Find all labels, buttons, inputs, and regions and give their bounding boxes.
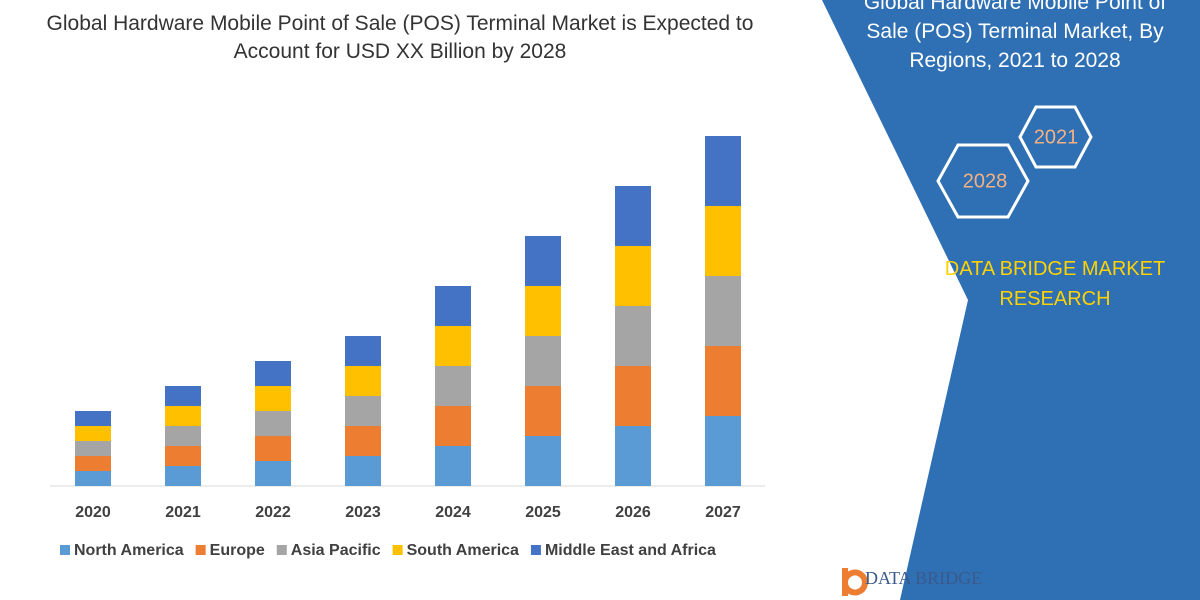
bar-segment: [615, 366, 651, 426]
brand: DATA BRIDGE MARKET RESEARCH: [944, 258, 1166, 310]
bar-segment: [525, 386, 561, 436]
bar-segment: [165, 386, 201, 406]
legend-label: Europe: [210, 542, 265, 559]
bar-segment: [75, 411, 111, 426]
bar-segment: [75, 441, 111, 456]
x-tick-label: 2025: [525, 504, 561, 521]
x-tick-label: 2023: [345, 504, 381, 521]
legend-swatch: [276, 545, 287, 555]
hexagon-label: 2028: [963, 170, 1008, 192]
chart-title: Global Hardware Mobile Point of Sale (PO…: [46, 12, 754, 63]
bar-segment: [705, 276, 741, 346]
bar-segment: [345, 396, 381, 426]
bar-segment: [705, 416, 741, 486]
legend-label: North America: [74, 542, 184, 559]
bar-segment: [705, 346, 741, 416]
bar-segment: [165, 446, 201, 466]
bar-segment: [75, 471, 111, 486]
bar-segment: [165, 466, 201, 486]
x-tick-label: 2020: [75, 504, 111, 521]
bar-segment: [525, 336, 561, 386]
hexagon: [936, 143, 1030, 219]
bar-segment: [345, 456, 381, 486]
bar-segment: [75, 456, 111, 471]
bar-segment: [435, 446, 471, 486]
bar-segment: [435, 406, 471, 446]
hexagon-label: 2021: [1034, 126, 1079, 148]
bar-segment: [705, 136, 741, 206]
bar-segment: [615, 246, 651, 306]
hexagon: [1018, 105, 1093, 169]
side-panel-bg: [822, 0, 1200, 600]
bar-segment: [345, 366, 381, 396]
bar-segment: [345, 336, 381, 366]
bar-segment: [255, 386, 291, 411]
logo-text: DATA BRIDGE: [865, 568, 982, 588]
legend-label: Middle East and Africa: [545, 542, 716, 559]
bar-segment: [75, 426, 111, 441]
legend-swatch: [530, 545, 541, 555]
bar-segment: [255, 361, 291, 386]
bar-segment: [345, 426, 381, 456]
logo-icon: [842, 568, 868, 596]
x-tick-label: 2021: [165, 504, 201, 521]
bar-segment: [615, 186, 651, 246]
bar-segment: [255, 411, 291, 436]
bar-segment: [615, 306, 651, 366]
x-tick-label: 2026: [615, 504, 651, 521]
x-tick-label: 2024: [435, 504, 471, 521]
legend-label: South America: [407, 542, 519, 559]
legend-label: Asia Pacific: [291, 542, 381, 559]
bar-segment: [165, 406, 201, 426]
bar-segment: [525, 286, 561, 336]
legend-swatch: [195, 545, 206, 555]
bar-segment: [525, 436, 561, 486]
legend-swatch: [392, 545, 403, 555]
bar-segment: [255, 436, 291, 461]
bar-segment: [165, 426, 201, 446]
bar-segment: [525, 236, 561, 286]
bar-segment: [615, 426, 651, 486]
bar-segment: [435, 286, 471, 326]
x-tick-label: 2022: [255, 504, 291, 521]
x-tick-label: 2027: [705, 504, 741, 521]
bar-segment: [435, 366, 471, 406]
bar-segment: [705, 206, 741, 276]
legend-swatch: [60, 545, 70, 555]
panel-title: Global Hardware Mobile Point of Sale (PO…: [863, 0, 1167, 72]
bar-segment: [435, 326, 471, 366]
bar-segment: [255, 461, 291, 486]
